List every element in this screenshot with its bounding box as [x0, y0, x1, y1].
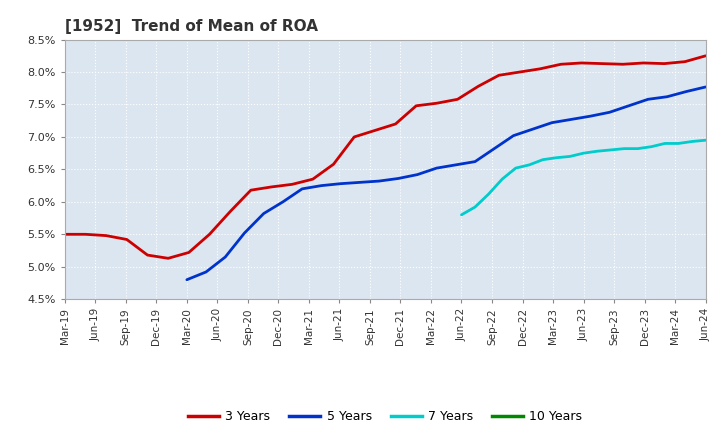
Text: [1952]  Trend of Mean of ROA: [1952] Trend of Mean of ROA: [65, 19, 318, 34]
Legend: 3 Years, 5 Years, 7 Years, 10 Years: 3 Years, 5 Years, 7 Years, 10 Years: [183, 405, 588, 428]
